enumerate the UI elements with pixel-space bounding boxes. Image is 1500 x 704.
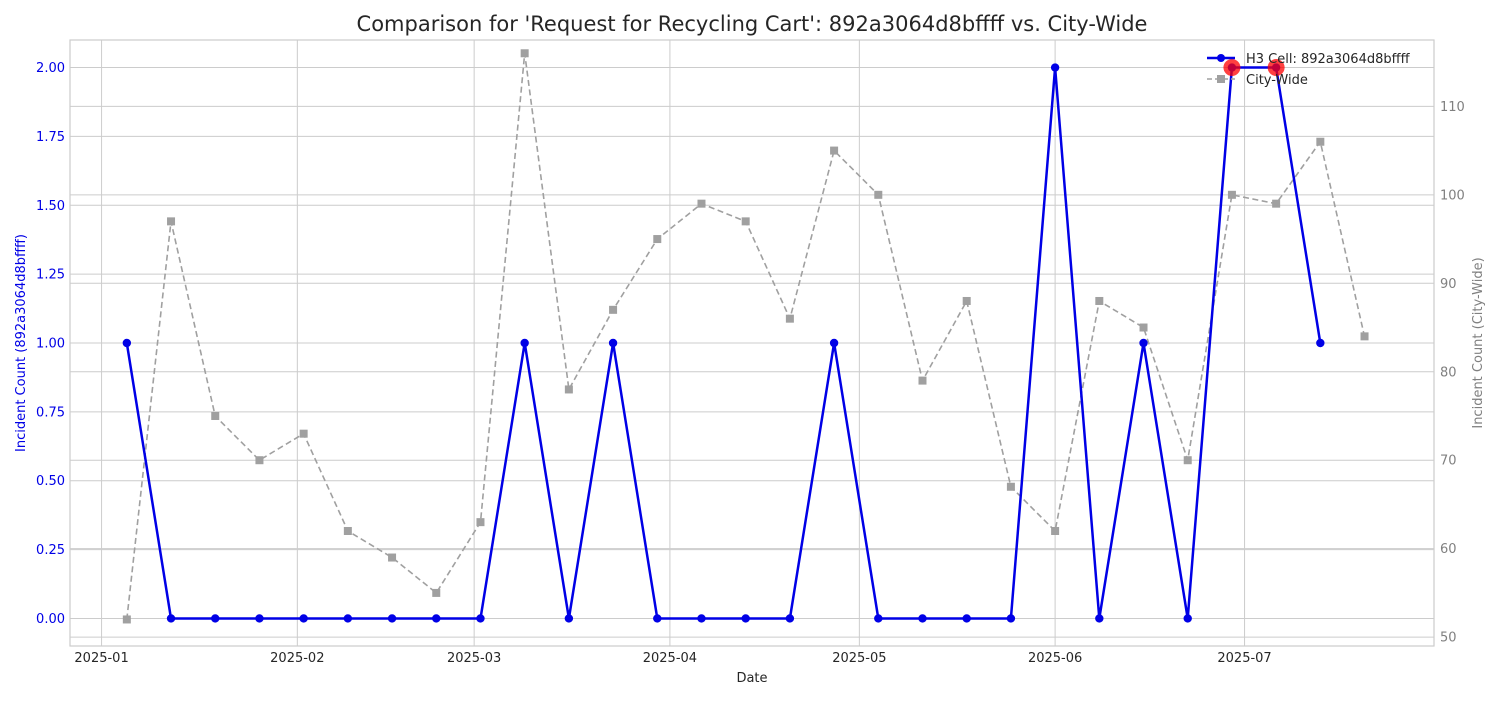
city-wide-point: [564, 385, 573, 394]
city-wide-point: [1183, 456, 1192, 465]
y-left-tick-label: 2.00: [36, 61, 65, 76]
h3-cell-point: [476, 614, 485, 623]
city-wide-point: [1139, 323, 1148, 332]
city-wide-point: [962, 296, 971, 305]
y-left-tick-label: 1.00: [36, 337, 65, 352]
city-wide-point: [785, 314, 794, 323]
city-wide-point: [343, 526, 352, 535]
h3-cell-point: [697, 614, 706, 623]
h3-cell-point: [741, 614, 750, 623]
city-wide-point: [520, 49, 529, 58]
h3-cell-point: [432, 614, 441, 623]
y-left-tick-label: 0.50: [36, 474, 65, 489]
city-wide-point: [1095, 296, 1104, 305]
y-right-tick-label: 90: [1440, 277, 1457, 292]
h3-cell-point: [962, 614, 971, 623]
city-wide-point: [653, 235, 662, 244]
y-right-tick-label: 80: [1440, 365, 1457, 380]
h3-cell-point: [122, 338, 132, 348]
h3-cell-point: [829, 338, 839, 348]
city-wide-point: [1006, 482, 1015, 491]
y-left-tick-label: 0.00: [36, 612, 65, 627]
y-right-tick-label: 70: [1440, 454, 1457, 469]
legend-cell-label: H3 Cell: 892a3064d8bffff: [1246, 52, 1411, 67]
city-wide-point: [122, 615, 131, 624]
h3-cell-line: [125, 66, 1322, 620]
city-wide-point: [830, 146, 839, 155]
chart-title: Comparison for 'Request for Recycling Ca…: [357, 12, 1148, 36]
h3-cell-point: [299, 614, 308, 623]
x-tick-label: 2025-03: [447, 651, 501, 666]
y-left-tick-label: 0.75: [36, 405, 65, 420]
x-tick-label: 2025-07: [1217, 651, 1271, 666]
y-axis-right-label: Incident Count (City-Wide): [1471, 257, 1486, 428]
h3-cell-point: [653, 614, 662, 623]
h3-cell-point: [1095, 614, 1104, 623]
legend-city-label: City-Wide: [1246, 73, 1308, 88]
y-right-tick-label: 100: [1440, 188, 1465, 203]
city-wide-point: [1227, 190, 1236, 199]
city-wide-point: [167, 217, 176, 226]
highlight-point: [1223, 59, 1241, 77]
h3-cell-point: [1139, 338, 1148, 348]
city-wide-point: [388, 553, 397, 562]
h3-cell-point: [520, 338, 529, 348]
h3-cell-point: [211, 614, 220, 623]
city-wide-point: [476, 518, 485, 527]
legend-city-marker: [1217, 75, 1225, 83]
y-right-tick-label: 60: [1440, 542, 1457, 557]
h3-cell-point: [874, 614, 883, 623]
city-wide-point: [432, 588, 441, 597]
y-left-tick-label: 1.75: [36, 130, 65, 145]
h3-cell-point: [255, 614, 264, 623]
h3-cell-point: [785, 614, 795, 623]
h3-cell-point: [1316, 338, 1325, 348]
plot-frame: [69, 39, 1435, 647]
x-tick-label: 2025-04: [643, 651, 697, 666]
h3-cell-point: [166, 614, 176, 623]
city-wide-point: [1316, 137, 1325, 146]
x-axis-label: Date: [736, 671, 767, 686]
legend: H3 Cell: 892a3064d8bffff City-Wide: [1207, 52, 1411, 88]
legend-cell-marker: [1217, 54, 1225, 62]
y-axis-left-label: Incident Count (892a3064d8bffff): [14, 234, 29, 452]
y-left-tick-label: 1.25: [36, 268, 65, 283]
h3-cell-point: [1006, 614, 1016, 623]
y-right-tick-label: 110: [1440, 100, 1465, 115]
h3-cell-point: [608, 338, 618, 348]
city-wide-point: [697, 199, 706, 208]
y-left-tick-label: 0.25: [36, 543, 65, 558]
city-wide-point: [741, 217, 750, 226]
city-wide-point: [1051, 526, 1060, 535]
x-tick-label: 2025-06: [1028, 651, 1082, 666]
h3-cell-point: [387, 614, 397, 623]
h3-cell-point: [564, 614, 574, 623]
city-wide-point: [1272, 199, 1281, 208]
h3-cell-point: [918, 614, 927, 623]
h3-cell-point: [1050, 63, 1060, 72]
city-wide-point: [874, 190, 883, 199]
city-wide-point: [255, 456, 264, 465]
x-tick-label: 2025-05: [832, 651, 886, 666]
h3-cell-point: [1183, 614, 1192, 623]
highlight-point: [1267, 59, 1285, 77]
x-tick-label: 2025-01: [74, 651, 128, 666]
city-wide-point: [1360, 332, 1369, 341]
city-wide-point: [918, 376, 927, 385]
city-wide-point: [299, 429, 308, 438]
y-left-tick-label: 1.50: [36, 199, 65, 214]
city-wide-point: [211, 411, 220, 420]
city-wide-point: [609, 305, 618, 314]
x-tick-label: 2025-02: [270, 651, 324, 666]
y-right-tick-label: 50: [1440, 631, 1457, 646]
h3-cell-point: [343, 614, 353, 623]
